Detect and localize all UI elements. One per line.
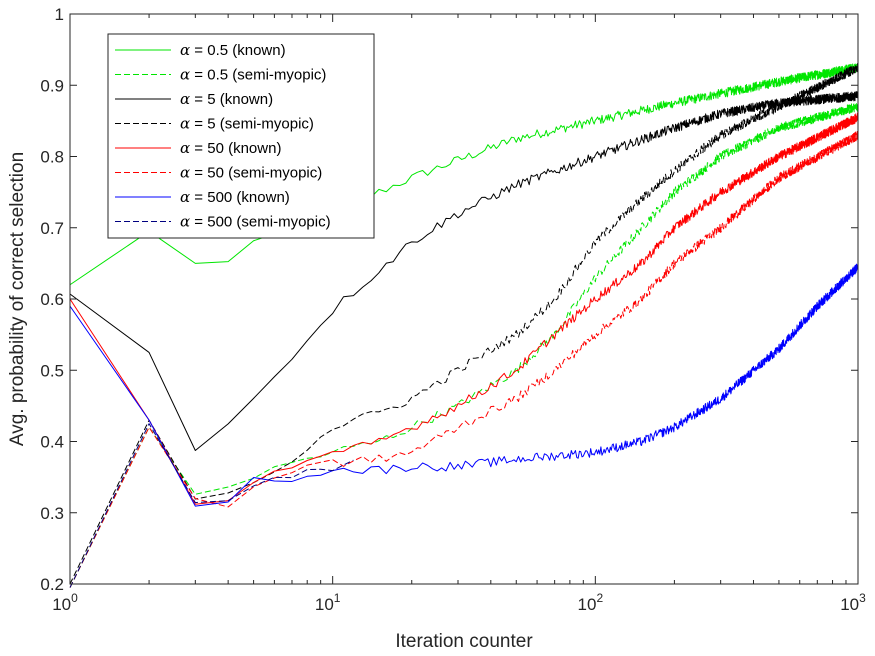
series-line-4 <box>69 112 859 505</box>
series-layer <box>69 63 859 588</box>
legend-box <box>107 33 375 239</box>
x-tick-label-3: 103 <box>840 591 866 614</box>
legend-entry-3: α = 5 (semi-myopic) <box>180 115 314 133</box>
y-tick-label-8: 1 <box>55 5 64 24</box>
legend-entry-4: α = 50 (known) <box>180 139 281 157</box>
y-tick-label-3: 0.5 <box>40 361 64 380</box>
x-tick-label-2: 102 <box>578 591 604 614</box>
y-tick-label-4: 0.6 <box>40 290 64 309</box>
series-line-6 <box>69 263 859 507</box>
y-tick-label-1: 0.3 <box>40 504 64 523</box>
legend: α = 0.5 (known) α = 0.5 (semi-myopic) α = … <box>107 33 375 239</box>
legend-entry-1: α = 0.5 (semi-myopic) <box>180 66 326 84</box>
x-axis-label: Iteration counter <box>395 631 533 652</box>
tick-layer: 0.2 0.3 0.4 0.5 0.6 0.7 0.8 0.9 1 100 101 102 103 <box>40 5 866 614</box>
x-tick-label-0: 100 <box>52 591 78 614</box>
legend-entry-0: α = 0.5 (known) <box>180 41 286 59</box>
y-axis-label: Avg. probability of correct selection <box>7 152 28 446</box>
y-tick-label-5: 0.7 <box>40 219 64 238</box>
legend-entry-7: α = 500 (semi-myopic) <box>180 213 331 231</box>
y-tick-label-6: 0.8 <box>40 148 64 167</box>
series-line-0 <box>69 63 859 286</box>
legend-entry-6: α = 500 (known) <box>180 188 290 206</box>
series-line-1 <box>69 102 859 588</box>
legend-entry-2: α = 5 (known) <box>180 90 273 108</box>
series-line-3 <box>69 63 859 585</box>
x-tick-label-1: 101 <box>315 591 341 614</box>
legend-entry-5: α = 50 (semi-myopic) <box>180 164 322 182</box>
y-tick-label-0: 0.2 <box>40 575 64 594</box>
y-tick-label-2: 0.4 <box>40 433 64 452</box>
series-line-5 <box>69 130 859 588</box>
y-tick-label-7: 0.9 <box>40 76 64 95</box>
